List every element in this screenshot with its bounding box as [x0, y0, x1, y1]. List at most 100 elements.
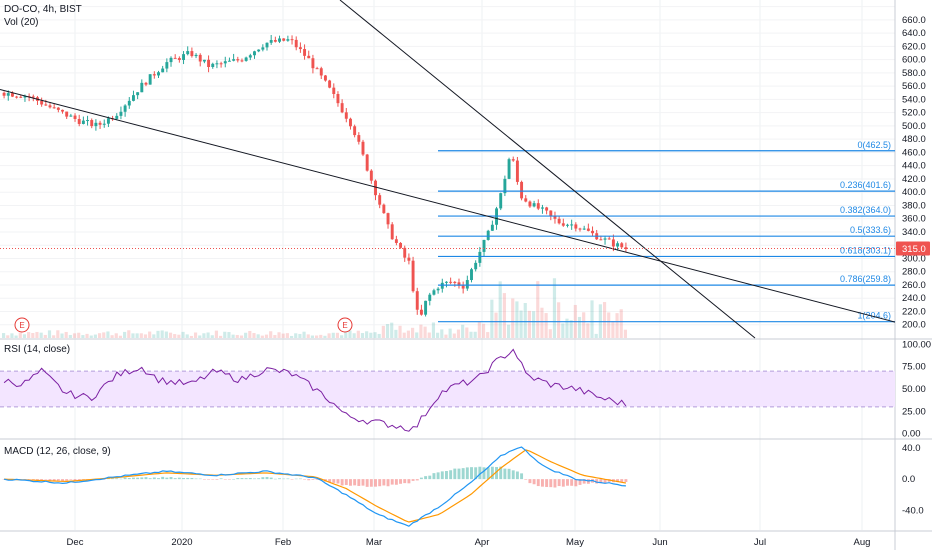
trendline-long[interactable] — [0, 88, 896, 323]
candle-body — [607, 238, 611, 240]
time-axis-label: Apr — [475, 537, 490, 548]
candle-body — [319, 68, 323, 76]
macd-histogram-bar — [169, 477, 173, 480]
price-axis-label: 440.0 — [902, 161, 926, 172]
macd-histogram-bar — [378, 479, 382, 487]
volume-bar — [114, 333, 118, 338]
volume-bar — [131, 333, 135, 338]
candle-body — [616, 243, 620, 247]
volume-bar — [611, 321, 615, 338]
candle-body — [419, 309, 423, 315]
macd-histogram-bar — [227, 479, 231, 480]
volume-bar — [248, 330, 252, 338]
candle-body — [240, 60, 244, 62]
volume-bar — [72, 333, 77, 338]
candle-body — [261, 47, 265, 50]
candle-body — [86, 120, 90, 122]
volume-bar — [2, 333, 6, 338]
macd-histogram-bar — [403, 479, 407, 484]
candle-body — [415, 291, 419, 310]
volume-bar — [536, 281, 540, 338]
volume-bar — [335, 332, 340, 338]
candle-body — [340, 103, 344, 113]
macd-histogram-bar — [119, 478, 123, 480]
time-axis-label: Dec — [67, 537, 84, 548]
macd-histogram-bar — [165, 477, 169, 480]
candle-body — [182, 54, 186, 60]
volume-bar — [260, 335, 264, 338]
volume-bar — [64, 331, 68, 338]
rsi-band — [0, 371, 895, 407]
macd-histogram-bar — [248, 478, 252, 480]
macd-histogram-bar — [549, 479, 553, 488]
price-axis-label: 520.0 — [902, 108, 926, 119]
macd-histogram-bar — [244, 478, 248, 480]
volume-bar — [398, 325, 402, 338]
volume-bar — [377, 333, 381, 338]
macd-histogram-bar — [144, 477, 148, 480]
volume-bar — [185, 334, 189, 338]
volume-bar — [47, 330, 52, 338]
volume-bar — [369, 332, 373, 338]
macd-histogram-bar — [440, 471, 444, 480]
macd-legend: MACD (12, 26, close, 9) — [4, 446, 111, 457]
candle-body — [303, 49, 307, 56]
macd-histogram-bar — [261, 477, 265, 480]
macd-histogram-bar — [194, 478, 198, 480]
volume-bar — [323, 335, 327, 338]
volume-bar — [6, 335, 10, 338]
candle-body — [102, 123, 106, 125]
earnings-marker[interactable] — [337, 317, 353, 333]
candle-body — [219, 63, 223, 65]
candle-body — [574, 224, 578, 229]
candle-body — [15, 96, 19, 98]
volume-bar — [552, 278, 557, 338]
volume-bar — [43, 334, 47, 338]
candle-body — [357, 135, 361, 142]
candle-body — [90, 120, 94, 127]
candle-body — [61, 109, 64, 112]
fib-level-label: 0.382(364.0) — [840, 205, 891, 215]
volume-bar — [273, 335, 277, 338]
candle-body — [611, 239, 615, 247]
macd-histogram-bar — [574, 479, 578, 487]
trendline-steep[interactable] — [339, 0, 756, 339]
volume-bar — [127, 330, 131, 338]
macd-histogram-bar — [198, 478, 202, 480]
volume-bar — [602, 302, 607, 338]
earnings-marker[interactable] — [14, 317, 30, 333]
volume-bar — [344, 332, 348, 338]
volume-bar — [252, 333, 256, 338]
macd-histogram-bar — [390, 479, 394, 485]
candle-body — [474, 262, 478, 270]
volume-bar — [456, 329, 461, 338]
volume-bar — [298, 333, 302, 338]
volume-bar — [22, 334, 27, 338]
macd-histogram-bar — [257, 478, 261, 480]
macd-histogram-bar — [524, 479, 528, 480]
macd-histogram-bar — [407, 479, 411, 484]
last-price-value: 315.0 — [902, 244, 926, 255]
candle-body — [190, 51, 194, 57]
time-axis-label: Aug — [854, 537, 871, 548]
candle-body — [290, 39, 294, 41]
candle-body — [173, 57, 177, 59]
candle-body — [223, 61, 227, 64]
macd-histogram-bar — [240, 478, 244, 480]
macd-histogram-bar — [340, 479, 344, 486]
macd-histogram-bar — [282, 478, 286, 480]
macd-histogram-bar — [474, 467, 478, 480]
volume-bar — [356, 330, 360, 338]
candle-body — [40, 100, 44, 105]
macd-histogram-bar — [369, 479, 373, 487]
candle-body — [198, 54, 202, 62]
volume-bar — [210, 335, 214, 338]
candle-body — [566, 224, 569, 226]
candle-body — [56, 107, 60, 110]
volume-bar — [31, 333, 35, 338]
volume-bar — [469, 331, 473, 338]
last-price-tag — [896, 241, 930, 256]
candle-body — [127, 100, 131, 106]
volume-bar — [365, 331, 369, 338]
